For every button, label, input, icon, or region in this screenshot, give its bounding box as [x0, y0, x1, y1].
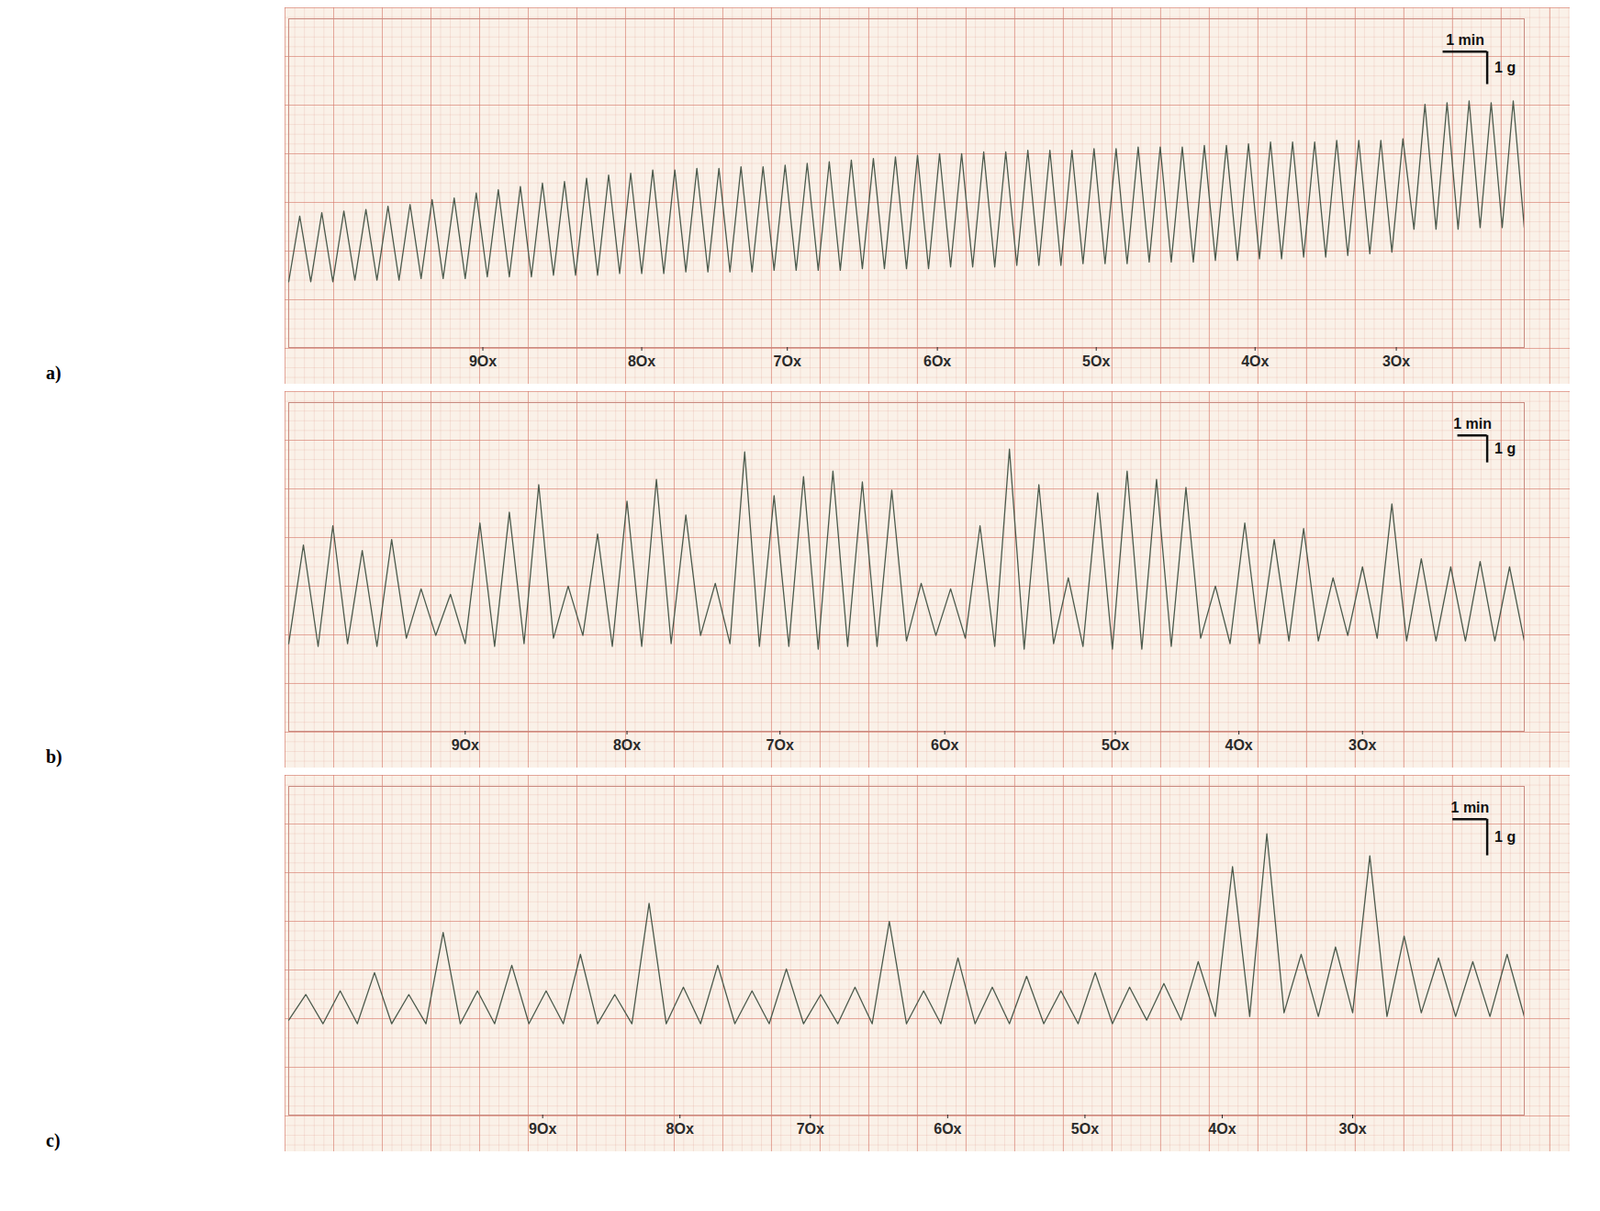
- html-text:a): a): [45, 362, 62, 383]
- svg-text:7Ox: 7Ox: [766, 737, 795, 753]
- svg-text:7Ox: 7Ox: [773, 353, 802, 370]
- svg-text:5Ox: 5Ox: [1082, 353, 1110, 370]
- svg-text:1 min: 1 min: [1453, 415, 1492, 432]
- svg-text:9Ox: 9Ox: [469, 353, 497, 370]
- svg-text:1 min: 1 min: [1451, 799, 1490, 816]
- svg-text:6Ox: 6Ox: [923, 353, 952, 370]
- svg-text:3Ox: 3Ox: [1348, 737, 1377, 753]
- svg-text:8Ox: 8Ox: [666, 1120, 694, 1137]
- svg-text:8Ox: 8Ox: [613, 737, 641, 753]
- html-text:b): b): [45, 746, 63, 767]
- svg-text:6Ox: 6Ox: [933, 1120, 962, 1137]
- svg-text:7Ox: 7Ox: [796, 1120, 825, 1137]
- svg-text:1 g: 1 g: [1494, 828, 1516, 845]
- svg-text:1 g: 1 g: [1494, 59, 1516, 76]
- svg-text:4Ox: 4Ox: [1208, 1120, 1236, 1137]
- svg-text:9Ox: 9Ox: [451, 737, 480, 753]
- svg-text:8Ox: 8Ox: [627, 353, 656, 370]
- html-text:c): c): [45, 1130, 61, 1151]
- svg-text:9Ox: 9Ox: [528, 1120, 557, 1137]
- svg-text:1 g: 1 g: [1494, 440, 1516, 457]
- svg-text:3Ox: 3Ox: [1338, 1120, 1366, 1137]
- svg-text:5Ox: 5Ox: [1071, 1120, 1099, 1137]
- svg-text:5Ox: 5Ox: [1101, 737, 1130, 753]
- svg-text:4Ox: 4Ox: [1225, 737, 1254, 753]
- svg-text:3Ox: 3Ox: [1382, 353, 1410, 370]
- svg-text:1 min: 1 min: [1445, 32, 1485, 48]
- svg-text:6Ox: 6Ox: [930, 737, 959, 753]
- svg-text:4Ox: 4Ox: [1241, 353, 1269, 370]
